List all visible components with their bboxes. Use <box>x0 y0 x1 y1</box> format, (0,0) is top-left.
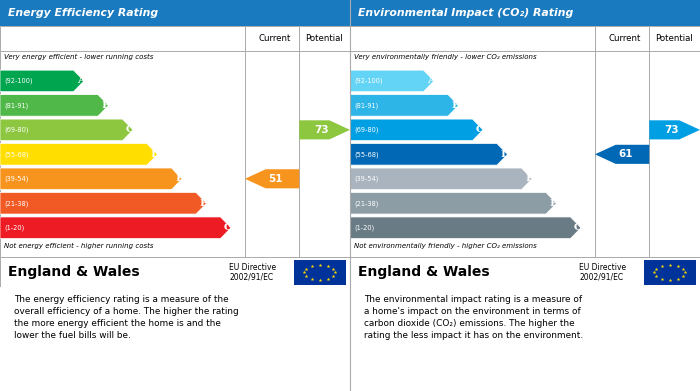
Text: 73: 73 <box>664 125 679 135</box>
Bar <box>644 260 696 285</box>
Text: C: C <box>126 126 134 135</box>
Text: E: E <box>525 174 533 183</box>
Polygon shape <box>650 120 700 140</box>
Text: Potential: Potential <box>305 34 342 43</box>
Text: (21-38): (21-38) <box>4 200 29 206</box>
Text: EU Directive
2002/91/EC: EU Directive 2002/91/EC <box>230 263 276 282</box>
Text: G: G <box>574 223 583 232</box>
Bar <box>350 27 700 257</box>
Text: (55-68): (55-68) <box>355 151 379 158</box>
Text: D: D <box>150 150 160 159</box>
Text: D: D <box>500 150 510 159</box>
Text: (81-91): (81-91) <box>4 102 29 109</box>
Text: (92-100): (92-100) <box>355 78 383 84</box>
Text: F: F <box>550 199 557 208</box>
Text: Energy Efficiency Rating: Energy Efficiency Rating <box>8 8 157 18</box>
Bar <box>350 0 700 27</box>
Polygon shape <box>0 143 158 165</box>
Bar <box>350 257 700 287</box>
Text: (39-54): (39-54) <box>355 176 379 182</box>
Text: (21-38): (21-38) <box>355 200 379 206</box>
Text: 51: 51 <box>268 174 283 184</box>
Text: Potential: Potential <box>655 34 692 43</box>
Bar <box>0 27 350 257</box>
Text: England & Wales: England & Wales <box>358 265 489 279</box>
Text: Not environmentally friendly - higher CO₂ emissions: Not environmentally friendly - higher CO… <box>354 242 537 249</box>
Polygon shape <box>350 217 581 239</box>
Text: (69-80): (69-80) <box>4 127 29 133</box>
Text: (1-20): (1-20) <box>4 224 25 231</box>
Text: A: A <box>427 76 435 85</box>
Text: Very environmentally friendly - lower CO₂ emissions: Very environmentally friendly - lower CO… <box>354 54 537 60</box>
Text: F: F <box>199 199 207 208</box>
Polygon shape <box>350 95 458 116</box>
Text: Very energy efficient - lower running costs: Very energy efficient - lower running co… <box>4 54 153 60</box>
Text: A: A <box>77 76 85 85</box>
Polygon shape <box>350 192 556 214</box>
Polygon shape <box>0 168 182 190</box>
Polygon shape <box>0 70 84 91</box>
Text: 73: 73 <box>314 125 329 135</box>
Polygon shape <box>350 143 508 165</box>
Text: Current: Current <box>608 34 641 43</box>
Text: Not energy efficient - higher running costs: Not energy efficient - higher running co… <box>4 242 154 249</box>
Polygon shape <box>245 169 300 188</box>
Polygon shape <box>350 70 434 91</box>
Polygon shape <box>350 168 532 190</box>
Text: EU Directive
2002/91/EC: EU Directive 2002/91/EC <box>580 263 627 282</box>
Text: (92-100): (92-100) <box>4 78 33 84</box>
Polygon shape <box>0 95 108 116</box>
Polygon shape <box>0 217 231 239</box>
Text: C: C <box>476 126 484 135</box>
Text: B: B <box>102 101 111 110</box>
Text: (69-80): (69-80) <box>355 127 379 133</box>
Text: Environmental Impact (CO₂) Rating: Environmental Impact (CO₂) Rating <box>358 8 573 18</box>
Text: (1-20): (1-20) <box>355 224 374 231</box>
Polygon shape <box>0 119 133 141</box>
Bar <box>0 0 350 27</box>
Bar <box>0 257 350 287</box>
Text: (81-91): (81-91) <box>355 102 379 109</box>
Polygon shape <box>300 120 350 140</box>
Text: 61: 61 <box>618 149 633 159</box>
Text: E: E <box>175 174 183 183</box>
Text: B: B <box>452 101 461 110</box>
Text: Current: Current <box>258 34 291 43</box>
Polygon shape <box>350 119 483 141</box>
Polygon shape <box>0 192 206 214</box>
Text: G: G <box>224 223 233 232</box>
Polygon shape <box>595 145 650 164</box>
Bar <box>294 260 346 285</box>
Text: The environmental impact rating is a measure of
a home's impact on the environme: The environmental impact rating is a mea… <box>364 295 583 340</box>
Text: (39-54): (39-54) <box>4 176 29 182</box>
Text: England & Wales: England & Wales <box>8 265 139 279</box>
Text: (55-68): (55-68) <box>4 151 29 158</box>
Text: The energy efficiency rating is a measure of the
overall efficiency of a home. T: The energy efficiency rating is a measur… <box>14 295 239 340</box>
